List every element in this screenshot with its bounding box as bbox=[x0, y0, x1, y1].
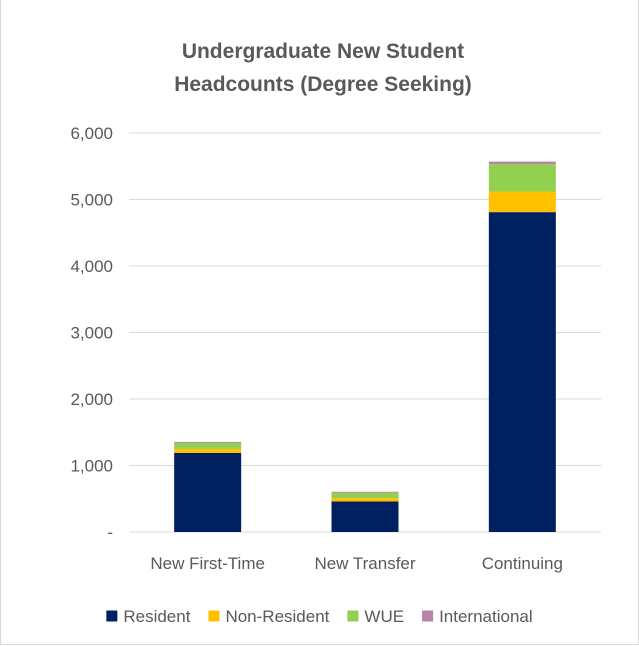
chart-title: Undergraduate New Student Headcounts (De… bbox=[174, 40, 472, 96]
legend-swatch-non-resident bbox=[208, 610, 220, 622]
bar-segment-non-resident bbox=[174, 448, 242, 453]
bar-segment-international bbox=[331, 491, 399, 493]
bar-segment-resident bbox=[331, 501, 399, 532]
legend-item-non-resident: Non-Resident bbox=[208, 607, 330, 626]
bar-segment-non-resident bbox=[331, 498, 399, 502]
y-tick-label: - bbox=[107, 523, 113, 542]
bar-segment-wue bbox=[488, 164, 556, 192]
bars bbox=[174, 161, 556, 532]
legend-label: Non-Resident bbox=[225, 607, 329, 626]
legend-swatch-international bbox=[422, 610, 434, 622]
bar-segment-international bbox=[174, 441, 242, 443]
chart-title-line-1: Undergraduate New Student bbox=[182, 40, 464, 63]
x-tick-label: Continuing bbox=[482, 554, 563, 573]
bar-segment-wue bbox=[331, 492, 399, 499]
y-tick-label: 3,000 bbox=[70, 324, 113, 343]
legend-item-international: International bbox=[422, 607, 533, 626]
y-tick-label: 5,000 bbox=[70, 191, 113, 210]
y-axis-tick-labels: - 1,000 2,000 3,000 4,000 5,000 6,000 bbox=[70, 124, 113, 542]
x-tick-label: New First-Time bbox=[150, 554, 265, 573]
chart-title-line-2: Headcounts (Degree Seeking) bbox=[174, 73, 472, 96]
legend-swatch-resident bbox=[106, 610, 118, 622]
legend-item-wue: WUE bbox=[347, 607, 404, 626]
legend-label: International bbox=[439, 607, 533, 626]
bar-segment-international bbox=[488, 161, 556, 165]
y-tick-label: 4,000 bbox=[70, 257, 113, 276]
bar-segment-wue bbox=[174, 442, 242, 449]
x-axis-tick-labels: New First-Time New Transfer Continuing bbox=[150, 554, 563, 573]
y-tick-label: 1,000 bbox=[70, 457, 113, 476]
legend-label: Resident bbox=[123, 607, 190, 626]
legend: Resident Non-Resident WUE International bbox=[106, 607, 533, 626]
x-tick-label: New Transfer bbox=[314, 554, 415, 573]
legend-item-resident: Resident bbox=[106, 607, 191, 626]
bar-segment-non-resident bbox=[488, 191, 556, 213]
legend-swatch-wue bbox=[347, 610, 359, 622]
bar-segment-resident bbox=[174, 452, 242, 532]
y-tick-label: 2,000 bbox=[70, 390, 113, 409]
bar-segment-resident bbox=[488, 212, 556, 532]
y-tick-label: 6,000 bbox=[70, 124, 113, 143]
legend-label: WUE bbox=[364, 607, 404, 626]
